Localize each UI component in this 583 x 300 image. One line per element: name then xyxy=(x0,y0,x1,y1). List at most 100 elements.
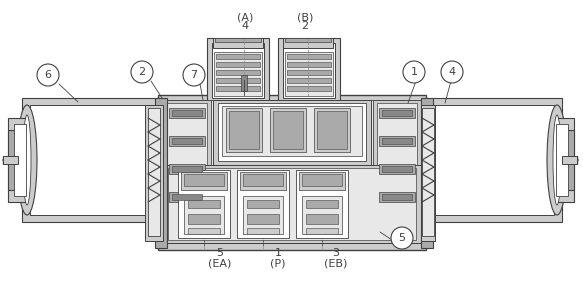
Bar xyxy=(306,200,338,208)
Bar xyxy=(222,106,362,156)
Bar xyxy=(379,164,415,174)
Text: 5: 5 xyxy=(216,248,223,258)
Bar xyxy=(145,105,163,241)
Bar xyxy=(148,108,160,236)
Bar xyxy=(247,200,279,208)
Text: 2: 2 xyxy=(301,21,308,31)
Bar xyxy=(287,70,331,75)
Text: (B): (B) xyxy=(297,12,313,22)
Text: 5: 5 xyxy=(399,233,406,243)
Bar xyxy=(422,108,434,236)
Text: 4: 4 xyxy=(241,21,248,31)
Bar xyxy=(158,95,426,250)
Bar xyxy=(270,108,306,152)
Bar xyxy=(169,164,205,174)
Bar xyxy=(306,214,338,224)
Bar xyxy=(216,62,260,67)
Text: (EB): (EB) xyxy=(324,258,347,268)
Bar xyxy=(241,75,247,91)
Circle shape xyxy=(441,61,463,83)
Bar xyxy=(237,170,289,238)
Bar xyxy=(421,105,435,241)
Bar xyxy=(287,78,331,83)
Bar xyxy=(422,98,562,222)
Text: 6: 6 xyxy=(44,70,51,80)
Bar xyxy=(155,98,167,248)
Bar xyxy=(172,138,202,144)
Bar xyxy=(213,100,371,165)
Bar xyxy=(556,124,568,196)
Bar xyxy=(163,165,421,243)
Bar xyxy=(207,38,269,103)
Bar xyxy=(382,166,412,172)
Bar xyxy=(382,110,412,116)
Circle shape xyxy=(131,61,153,83)
Bar xyxy=(422,105,554,215)
Bar xyxy=(377,103,417,238)
Bar xyxy=(247,214,279,224)
Bar xyxy=(8,118,26,202)
Bar xyxy=(379,108,415,118)
Bar xyxy=(214,52,262,96)
Bar xyxy=(188,200,220,208)
Bar xyxy=(22,98,162,222)
Ellipse shape xyxy=(23,115,31,205)
Text: 1: 1 xyxy=(275,248,282,258)
Bar xyxy=(285,52,333,96)
Bar xyxy=(379,136,415,146)
Bar xyxy=(382,194,412,200)
Bar xyxy=(243,196,283,234)
Bar xyxy=(213,38,263,48)
Bar xyxy=(169,136,205,146)
Bar xyxy=(382,138,412,144)
Bar xyxy=(163,100,211,243)
Bar xyxy=(226,108,262,152)
Bar xyxy=(240,172,286,190)
Bar xyxy=(306,228,338,234)
Bar xyxy=(163,100,421,243)
Bar xyxy=(243,174,283,186)
Bar xyxy=(314,108,350,152)
Bar xyxy=(167,103,207,238)
Bar xyxy=(373,100,421,243)
Bar xyxy=(287,86,331,91)
Text: 7: 7 xyxy=(191,70,198,80)
Bar xyxy=(283,38,333,48)
Text: 2: 2 xyxy=(138,67,146,77)
Bar xyxy=(184,196,224,234)
Bar xyxy=(169,192,205,202)
Bar xyxy=(163,100,421,165)
Bar xyxy=(212,43,264,98)
Bar xyxy=(296,170,348,238)
Text: (EA): (EA) xyxy=(208,258,231,268)
Bar xyxy=(218,103,366,161)
Circle shape xyxy=(37,64,59,86)
Bar xyxy=(556,118,574,202)
Bar xyxy=(247,228,279,234)
Bar xyxy=(566,130,574,190)
Bar xyxy=(30,105,154,215)
Text: 4: 4 xyxy=(448,67,455,77)
Circle shape xyxy=(391,227,413,249)
Bar xyxy=(216,86,260,91)
Bar xyxy=(168,168,416,240)
Text: 3: 3 xyxy=(332,248,339,258)
Bar xyxy=(379,192,415,202)
Bar xyxy=(317,111,347,149)
Bar xyxy=(287,62,331,67)
Bar xyxy=(302,196,342,234)
Bar xyxy=(172,166,202,172)
Bar xyxy=(8,130,16,190)
Bar xyxy=(302,174,342,186)
Bar xyxy=(278,38,340,103)
Text: 1: 1 xyxy=(410,67,417,77)
Bar xyxy=(169,108,205,118)
Bar xyxy=(172,194,202,200)
Bar xyxy=(3,156,18,164)
Bar xyxy=(216,78,260,83)
Ellipse shape xyxy=(553,115,561,205)
Bar xyxy=(188,214,220,224)
Bar xyxy=(215,38,261,42)
Ellipse shape xyxy=(547,105,567,215)
Text: (P): (P) xyxy=(271,258,286,268)
